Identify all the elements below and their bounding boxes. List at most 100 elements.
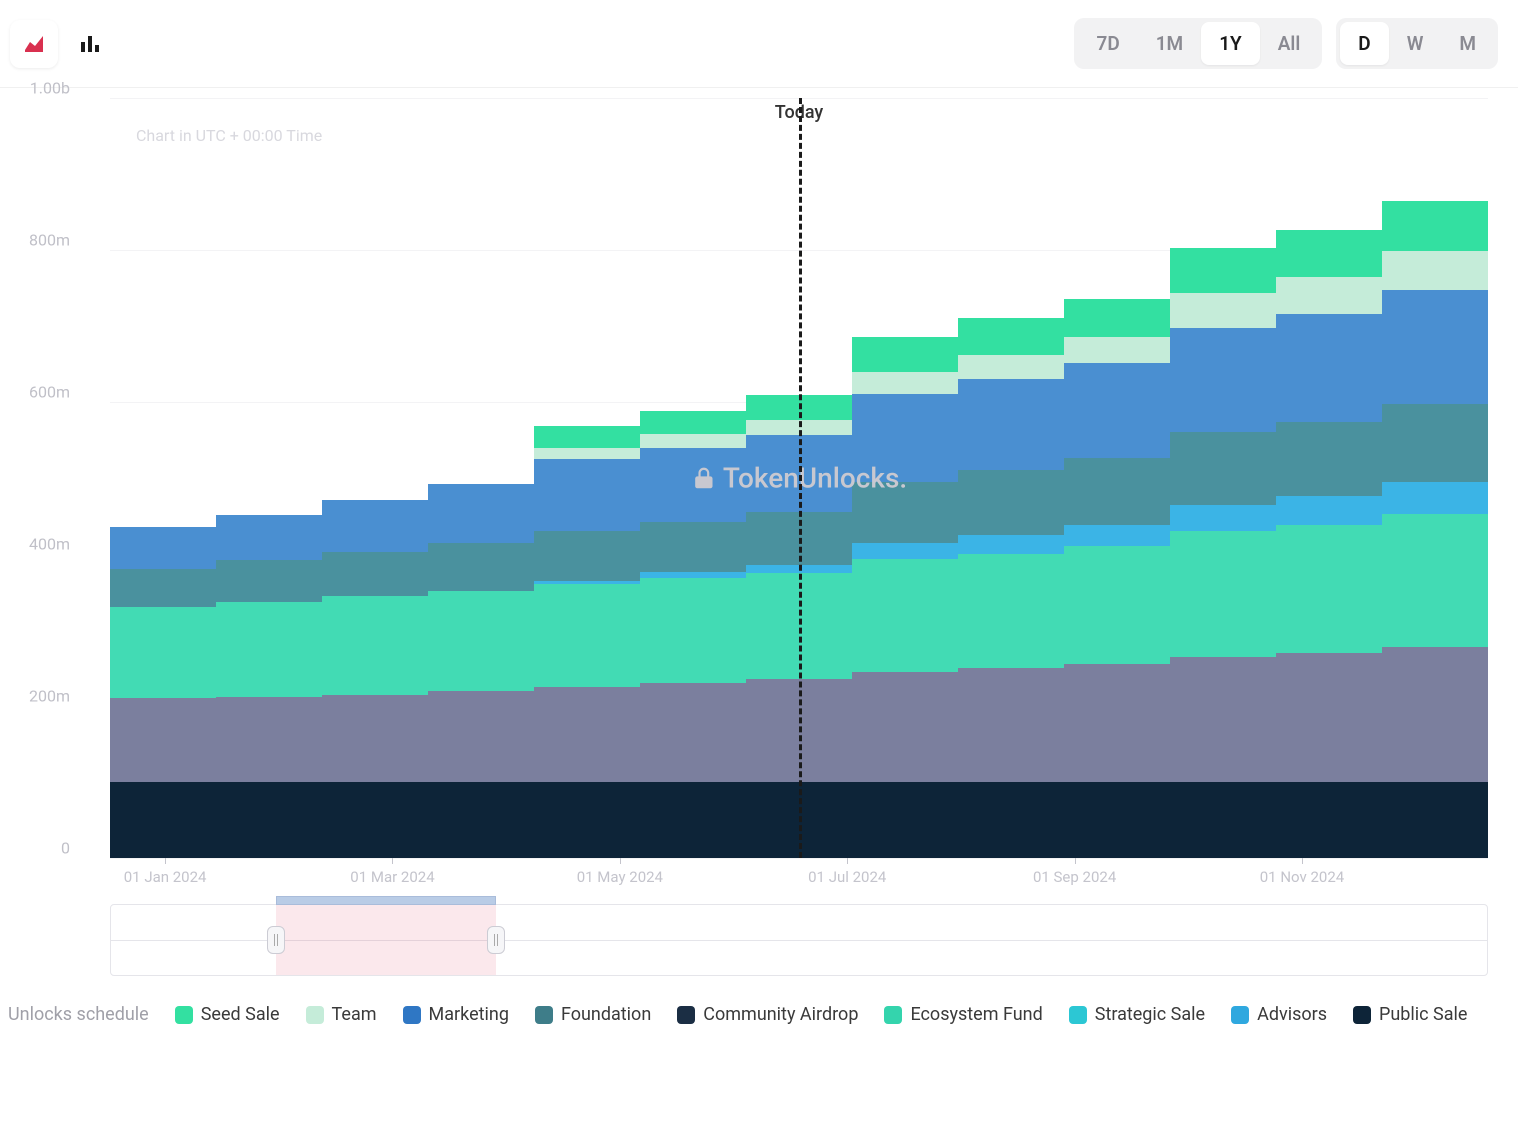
range-top-bar [276, 896, 496, 905]
bar-chart-icon[interactable] [66, 20, 114, 68]
stack-column [110, 98, 216, 858]
x-tick: 01 Jul 2024 [808, 868, 886, 886]
series-ecosystem-fund [852, 559, 958, 671]
series-foundation [216, 560, 322, 602]
series-strategic-sale [958, 668, 1064, 782]
range-option-all[interactable]: All [1260, 22, 1319, 65]
legend-item-advisors[interactable]: Advisors [1231, 1004, 1327, 1025]
legend-item-seed-sale[interactable]: Seed Sale [175, 1004, 280, 1025]
x-tick: 01 Jan 2024 [124, 868, 207, 886]
legend-label: Community Airdrop [703, 1004, 858, 1025]
range-slider[interactable] [110, 904, 1488, 976]
area-chart-icon[interactable] [10, 20, 58, 68]
series-advisors [958, 535, 1064, 554]
x-tick: 01 Nov 2024 [1260, 868, 1344, 886]
legend-label: Advisors [1257, 1004, 1327, 1025]
series-team [1276, 277, 1382, 313]
series-team [1382, 251, 1488, 291]
legend-label: Strategic Sale [1095, 1004, 1205, 1025]
range-handle-left[interactable] [267, 926, 285, 954]
series-seed-sale [1064, 299, 1170, 337]
series-team [534, 448, 640, 459]
series-public-sale [1276, 782, 1382, 858]
series-marketing [958, 379, 1064, 470]
y-tick: 1.00b [30, 79, 70, 98]
series-strategic-sale [1276, 653, 1382, 782]
series-foundation [640, 522, 746, 572]
legend-label: Foundation [561, 1004, 651, 1025]
series-strategic-sale [428, 691, 534, 782]
series-strategic-sale [216, 697, 322, 782]
legend-label: Seed Sale [201, 1004, 280, 1025]
interval-option-m[interactable]: M [1441, 22, 1494, 65]
legend-swatch [884, 1006, 902, 1024]
series-ecosystem-fund [110, 607, 216, 698]
series-marketing [1170, 328, 1276, 433]
stack-column [428, 98, 534, 858]
series-marketing [428, 484, 534, 543]
series-public-sale [216, 782, 322, 858]
range-selection[interactable] [276, 905, 496, 975]
series-strategic-sale [640, 683, 746, 782]
series-foundation [1276, 422, 1382, 496]
x-tick: 01 May 2024 [577, 868, 663, 886]
series-team [852, 372, 958, 395]
series-marketing [852, 394, 958, 481]
series-marketing [216, 515, 322, 561]
stack-column [534, 98, 640, 858]
y-tick: 400m [29, 535, 70, 554]
y-tick: 800m [29, 231, 70, 250]
legend-item-ecosystem-fund[interactable]: Ecosystem Fund [884, 1004, 1042, 1025]
legend-item-strategic-sale[interactable]: Strategic Sale [1069, 1004, 1205, 1025]
stack-column [1276, 98, 1382, 858]
series-public-sale [852, 782, 958, 858]
legend-swatch [175, 1006, 193, 1024]
legend-swatch [677, 1006, 695, 1024]
series-public-sale [640, 782, 746, 858]
series-seed-sale [852, 337, 958, 371]
legend-item-community-airdrop[interactable]: Community Airdrop [677, 1004, 858, 1025]
interval-option-w[interactable]: W [1389, 22, 1442, 65]
range-option-7d[interactable]: 7D [1078, 22, 1137, 65]
series-advisors [1382, 482, 1488, 514]
y-tick: 600m [29, 383, 70, 402]
series-strategic-sale [1170, 657, 1276, 782]
series-foundation [958, 470, 1064, 535]
series-foundation [534, 531, 640, 580]
legend-label: Public Sale [1379, 1004, 1467, 1025]
x-tick: 01 Mar 2024 [350, 868, 434, 886]
legend-item-public-sale[interactable]: Public Sale [1353, 1004, 1467, 1025]
series-ecosystem-fund [1276, 525, 1382, 653]
stack-column [640, 98, 746, 858]
legend-item-team[interactable]: Team [306, 1004, 377, 1025]
plot-area: Chart in UTC + 00:00 Time TokenUnlocks. [110, 98, 1488, 858]
series-advisors [1170, 505, 1276, 532]
series-strategic-sale [852, 672, 958, 782]
stack-column [1170, 98, 1276, 858]
range-option-1y[interactable]: 1Y [1201, 22, 1260, 65]
range-option-1m[interactable]: 1M [1138, 22, 1201, 65]
legend-item-marketing[interactable]: Marketing [403, 1004, 509, 1025]
series-ecosystem-fund [1382, 514, 1488, 647]
series-public-sale [428, 782, 534, 858]
series-team [640, 434, 746, 448]
series-ecosystem-fund [1064, 546, 1170, 664]
legend-item-foundation[interactable]: Foundation [535, 1004, 651, 1025]
series-foundation [428, 543, 534, 590]
series-seed-sale [640, 411, 746, 434]
chart-container: Today 0200m400m600m800m1.00b Chart in UT… [0, 88, 1518, 898]
series-strategic-sale [1382, 647, 1488, 782]
today-line [799, 98, 802, 858]
series-public-sale [1170, 782, 1276, 858]
date-range-group: 7D1M1YAll [1074, 18, 1322, 69]
series-foundation [322, 552, 428, 596]
legend-title: Unlocks schedule [8, 1004, 149, 1025]
series-foundation [1382, 404, 1488, 482]
series-seed-sale [1276, 230, 1382, 277]
series-public-sale [110, 782, 216, 858]
series-strategic-sale [1064, 664, 1170, 782]
interval-option-d[interactable]: D [1340, 22, 1388, 65]
series-marketing [322, 500, 428, 552]
y-axis: 0200m400m600m800m1.00b [0, 88, 80, 848]
range-handle-right[interactable] [487, 926, 505, 954]
